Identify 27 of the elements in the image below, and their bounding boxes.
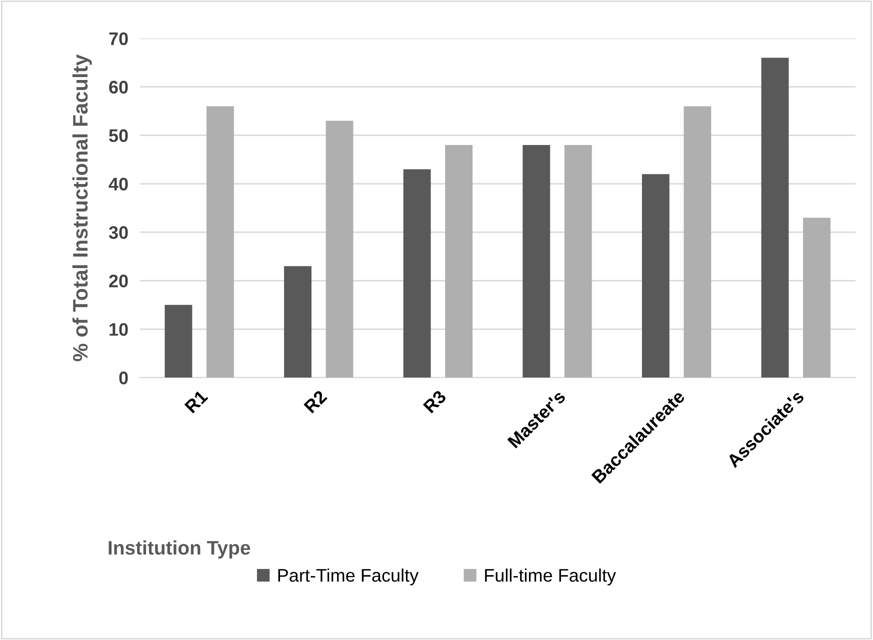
x-tick-label: R1 — [184, 390, 208, 414]
legend-label: Full-time Faculty — [485, 568, 616, 586]
bar — [164, 304, 192, 378]
y-tick-label: 70 — [109, 32, 128, 46]
bar — [403, 169, 431, 378]
bar — [761, 58, 789, 378]
y-tick-label: 50 — [109, 129, 128, 142]
y-tick-label: 30 — [108, 226, 128, 239]
y-axis-title: % of Total Instructional Faculty — [72, 54, 92, 362]
bar — [326, 120, 354, 378]
y-tick-label: 60 — [109, 80, 128, 94]
bar — [522, 145, 550, 378]
x-tick-label: R3 — [422, 390, 447, 414]
bar — [642, 174, 670, 378]
y-tick-label: 0 — [119, 372, 128, 384]
y-tick-label: 40 — [108, 178, 128, 190]
x-axis-title: Institution Type — [108, 540, 250, 559]
y-tick-label: 20 — [109, 274, 128, 288]
bar — [803, 218, 830, 378]
bar — [284, 266, 312, 378]
x-tick-label: R2 — [304, 390, 328, 414]
legend-label: Part-Time Faculty — [278, 568, 419, 586]
y-tick-label: 10 — [110, 323, 128, 336]
bar — [445, 145, 473, 378]
bar — [684, 106, 712, 378]
bar — [564, 145, 592, 378]
bar — [206, 106, 234, 378]
